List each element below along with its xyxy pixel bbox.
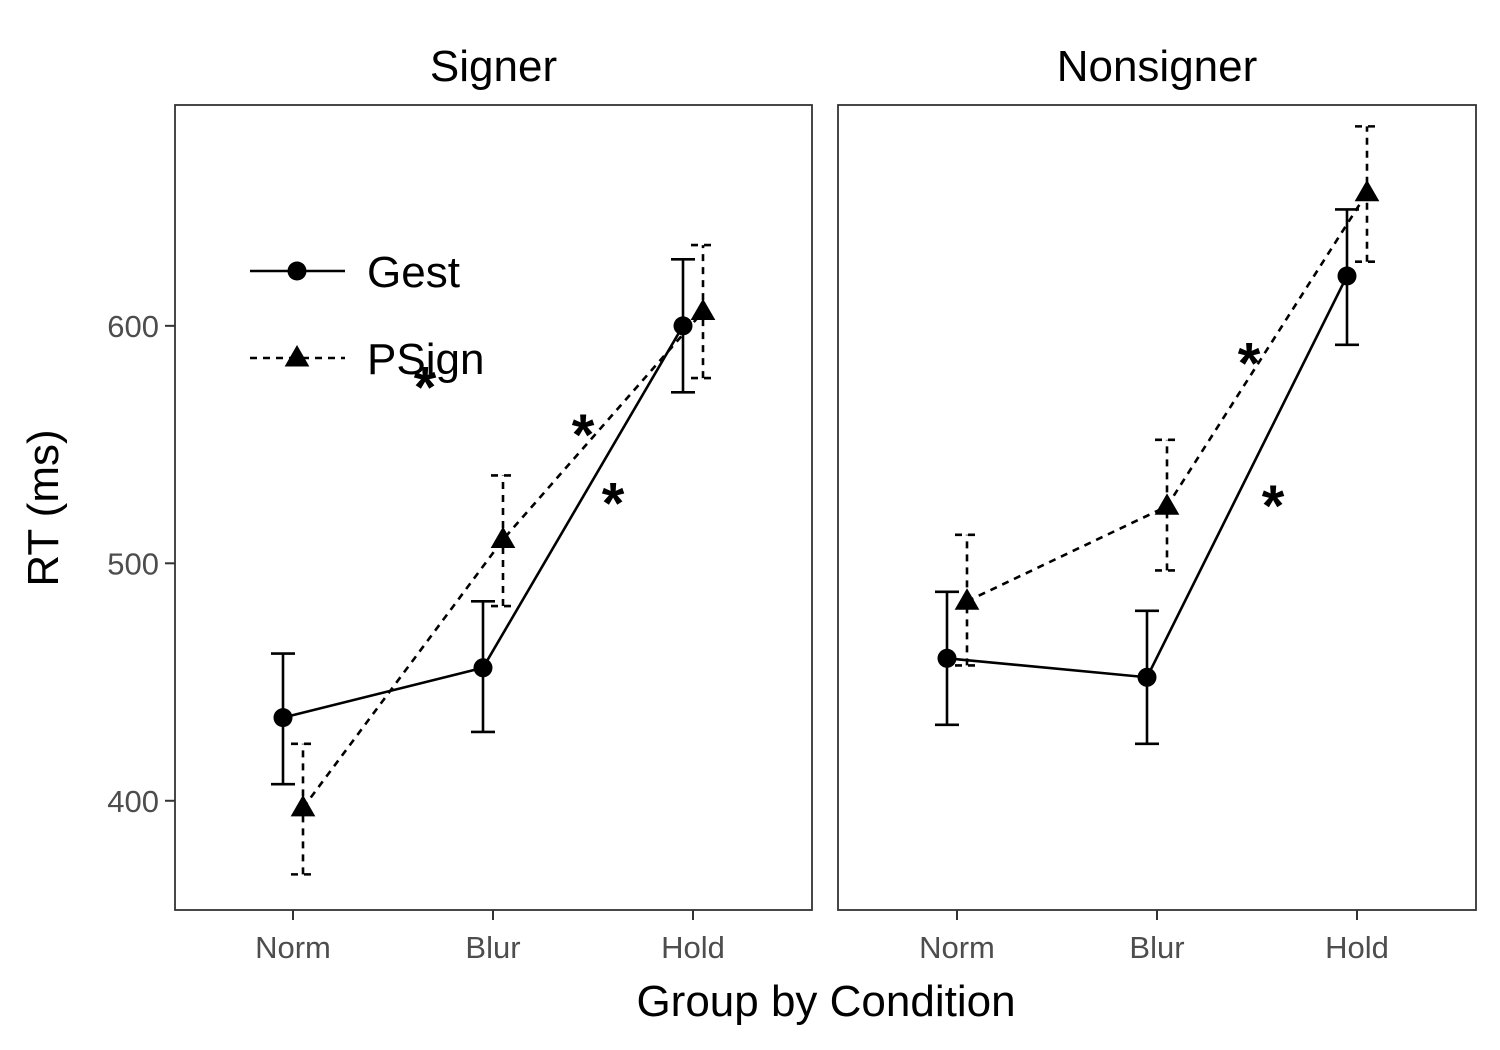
legend-item-gest: Gest [250, 248, 460, 297]
panel-frame [174, 104, 813, 911]
x-tick-label: Norm [919, 930, 995, 965]
legend-label: PSign [367, 335, 484, 384]
series-psign [954, 125, 1380, 667]
significance-star: * [414, 355, 437, 420]
y-axis-title: RT (ms) [19, 429, 68, 586]
series-gest [271, 258, 695, 786]
data-point [273, 708, 293, 728]
legend-marker [284, 345, 310, 367]
x-tick-label: Hold [1325, 930, 1389, 965]
data-point [1354, 179, 1380, 202]
legend: Gest PSign [250, 248, 484, 384]
data-point [490, 526, 516, 549]
data-point [1154, 493, 1180, 515]
y-tick-label: 400 [107, 784, 159, 819]
legend-marker [287, 261, 307, 281]
x-axis-title: Group by Condition [636, 977, 1015, 1026]
x-tick-label: Norm [255, 930, 331, 965]
significance-star: * [1262, 474, 1285, 539]
data-point [937, 648, 957, 668]
data-point [473, 658, 493, 678]
significance-star: * [602, 472, 625, 537]
panel-title: Nonsigner [1057, 42, 1258, 91]
data-point [290, 794, 316, 817]
y-tick-label: 600 [107, 309, 159, 344]
series-gest [935, 208, 1359, 746]
significance-star: * [1238, 332, 1261, 397]
data-point [1137, 667, 1157, 687]
data-point [673, 316, 693, 336]
x-tick-label: Hold [661, 930, 725, 965]
panel-nonsigner: Nonsigner Norm Blur Hold * * [837, 42, 1477, 965]
legend-item-psign: PSign [250, 335, 484, 384]
series-psign [290, 243, 716, 876]
panel-title: Signer [430, 42, 557, 91]
y-tick-label: 500 [107, 546, 159, 581]
data-point [954, 588, 980, 610]
data-point [1337, 266, 1357, 286]
panel-frame [837, 104, 1477, 911]
data-point [690, 298, 716, 321]
x-tick-label: Blur [465, 930, 520, 965]
legend-label: Gest [367, 248, 460, 297]
significance-star: * [572, 403, 595, 468]
series-line [301, 310, 704, 809]
x-tick-label: Blur [1129, 930, 1184, 965]
